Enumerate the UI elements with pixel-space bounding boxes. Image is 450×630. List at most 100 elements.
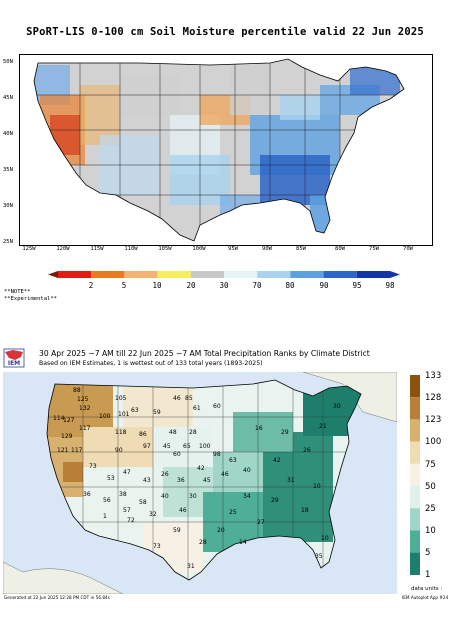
- lon-label: 75W: [369, 246, 379, 252]
- district-rank: 97: [143, 443, 151, 450]
- colorbar-swatch: [124, 271, 158, 278]
- legend-swatch: [410, 530, 420, 553]
- iem-logo: IEM: [3, 348, 25, 368]
- legend-label: 100: [425, 437, 442, 447]
- district-rank: 73: [153, 543, 161, 550]
- colorbar-arrow-left: [48, 271, 58, 278]
- lat-label: 50N: [3, 59, 13, 65]
- soil-colorbar: [48, 271, 400, 278]
- legend-swatch: [410, 441, 420, 464]
- lon-label: 120W: [56, 246, 70, 252]
- legend-swatch: [410, 552, 420, 575]
- district-rank: 59: [153, 409, 161, 416]
- colorbar-swatch: [190, 271, 224, 278]
- district-rank: 42: [197, 465, 205, 472]
- district-rank: 32: [149, 511, 157, 518]
- district-rank: 35: [315, 553, 323, 560]
- district-rank: 127: [63, 417, 75, 424]
- district-rank: 29: [271, 497, 279, 504]
- legend-label: 1: [425, 570, 431, 580]
- precip-rank-map: 88 125 132 105 63 59 46 85 61 60 101 100…: [3, 372, 397, 594]
- district-rank: 45: [203, 477, 211, 484]
- district-rank: 47: [123, 469, 131, 476]
- district-rank: 58: [139, 499, 147, 506]
- district-rank: 63: [229, 457, 237, 464]
- district-rank: 43: [143, 477, 151, 484]
- legend-swatch: [410, 486, 420, 509]
- district-rank: 31: [287, 477, 295, 484]
- units-label: data units :: [411, 586, 443, 592]
- district-rank: 45: [163, 443, 171, 450]
- legend-label: 128: [425, 393, 442, 403]
- district-rank: 56: [103, 497, 111, 504]
- precip-rank-map-canvas: 88 125 132 105 63 59 46 85 61 60 101 100…: [3, 372, 397, 594]
- district-rank: 100: [99, 413, 111, 420]
- lon-label: 95W: [228, 246, 238, 252]
- soil-map-title: SPoRT-LIS 0-100 cm Soil Moisture percent…: [26, 26, 424, 38]
- colorbar-swatch: [58, 271, 92, 278]
- district-rank: 86: [139, 431, 147, 438]
- lon-label: 90W: [262, 246, 272, 252]
- district-rank: 14: [239, 539, 247, 546]
- colorbar-arrow-right: [390, 271, 400, 278]
- district-rank: 28: [199, 539, 207, 546]
- district-rank: 26: [161, 471, 169, 478]
- district-rank: 85: [185, 395, 193, 402]
- district-rank: 1: [103, 513, 107, 520]
- district-rank: 59: [173, 527, 181, 534]
- lat-label: 40N: [3, 131, 13, 137]
- lat-label: 30N: [3, 203, 13, 209]
- district-rank: 117: [79, 425, 91, 432]
- district-rank: 36: [83, 491, 91, 498]
- district-rank: 72: [127, 517, 135, 524]
- lon-label: 105W: [158, 246, 172, 252]
- generated-timestamp: Generated at 22 Jun 2025 12:28 PM CDT in…: [4, 595, 110, 600]
- district-rank: 60: [213, 403, 221, 410]
- district-rank: 48: [169, 429, 177, 436]
- district-rank: 61: [193, 405, 201, 412]
- district-rank: 118: [115, 429, 127, 436]
- legend-label: 50: [425, 482, 436, 492]
- legend-label: 123: [425, 415, 442, 425]
- district-rank: 73: [89, 463, 97, 470]
- lon-label: 125W: [22, 246, 36, 252]
- lon-label: 85W: [296, 246, 306, 252]
- district-rank: 38: [119, 491, 127, 498]
- colorbar-label: 30: [219, 281, 229, 290]
- colorbar-swatch: [323, 271, 357, 278]
- district-rank: 114: [53, 415, 65, 422]
- colorbar-swatch: [290, 271, 324, 278]
- district-rank: 125: [77, 396, 89, 403]
- precip-map-title: 30 Apr 2025 ~7 AM till 22 Jun 2025 ~7 AM…: [39, 349, 370, 358]
- district-rank: 30: [189, 493, 197, 500]
- lon-label: 110W: [124, 246, 138, 252]
- colorbar-swatch: [157, 271, 191, 278]
- legend-swatch: [410, 397, 420, 420]
- district-rank: 25: [229, 509, 237, 516]
- legend-label: 5: [425, 548, 431, 558]
- district-rank: 46: [221, 471, 229, 478]
- note-line: **NOTE**: [4, 289, 31, 295]
- district-rank: 28: [189, 429, 197, 436]
- lat-label: 45N: [3, 95, 13, 101]
- colorbar-swatch: [224, 271, 258, 278]
- district-rank: 117: [71, 447, 83, 454]
- lon-label: 115W: [90, 246, 104, 252]
- legend-swatch: [410, 375, 420, 398]
- district-rank: 88: [73, 387, 81, 394]
- colorbar-label: 20: [186, 281, 196, 290]
- legend-label: 133: [425, 371, 442, 381]
- district-rank: 121: [57, 447, 69, 454]
- lon-label: 100W: [192, 246, 206, 252]
- legend-swatch: [410, 419, 420, 442]
- precip-map-subtitle: Based on IEM Estimates, 1 is wettest out…: [39, 360, 263, 367]
- district-rank: 101: [118, 411, 130, 418]
- district-rank: 18: [301, 507, 309, 514]
- district-rank: 46: [179, 507, 187, 514]
- colorbar-label: 70: [252, 281, 262, 290]
- colorbar-label: 80: [285, 281, 295, 290]
- legend-label: 75: [425, 460, 436, 470]
- colorbar-label: 98: [385, 281, 395, 290]
- district-rank: 63: [131, 407, 139, 414]
- colorbar-label: 90: [319, 281, 329, 290]
